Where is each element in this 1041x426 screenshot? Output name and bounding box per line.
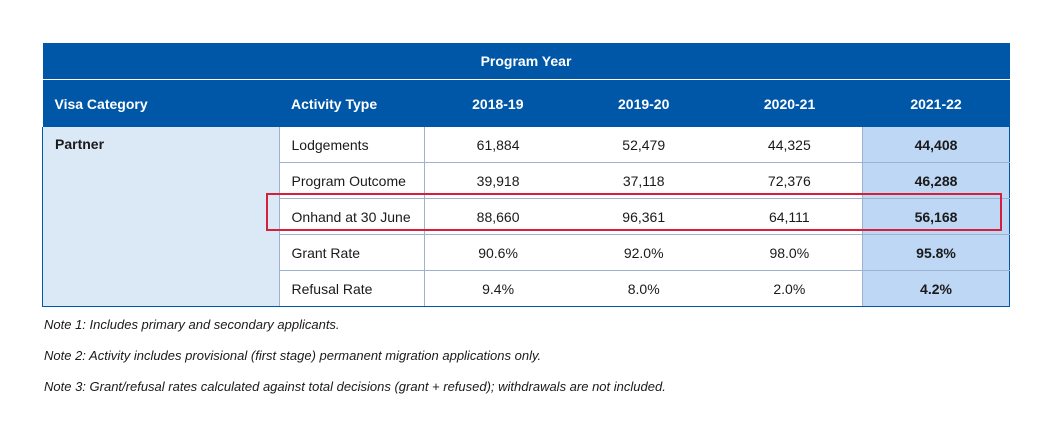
table-row-refusal-rate: Refusal Rate 9.4% 8.0% 2.0% 4.2% (43, 270, 1010, 307)
value-cell: 72,376 (716, 162, 863, 199)
table-row-onhand: Onhand at 30 June 88,660 96,361 64,111 5… (43, 198, 1010, 235)
value-cell: 92.0% (570, 234, 717, 271)
note-1: Note 1: Includes primary and secondary a… (44, 317, 340, 332)
program-year-table: Program Year Visa Category Activity Type… (42, 43, 1010, 307)
program-year-table-container: Program Year Visa Category Activity Type… (42, 43, 1010, 307)
activity-cell: Grant Rate (279, 234, 426, 271)
value-cell: 37,118 (570, 162, 717, 199)
value-cell: 39,918 (424, 162, 571, 199)
highlighted-value-cell: 44,408 (862, 127, 1010, 163)
group-header-row: Program Year (42, 43, 1010, 80)
value-cell: 8.0% (570, 270, 717, 307)
column-header-visa-category: Visa Category (42, 79, 280, 127)
value-cell: 61,884 (424, 127, 571, 163)
value-cell: 52,479 (570, 127, 717, 163)
value-cell: 88,660 (424, 198, 571, 235)
value-cell: 9.4% (424, 270, 571, 307)
highlighted-value-cell: 56,168 (862, 198, 1010, 235)
highlighted-value-cell: 4.2% (862, 270, 1010, 307)
value-cell: 96,361 (570, 198, 717, 235)
activity-cell: Refusal Rate (279, 270, 426, 307)
value-cell: 44,325 (716, 127, 863, 163)
value-cell: 90.6% (424, 234, 571, 271)
note-2: Note 2: Activity includes provisional (f… (44, 348, 542, 363)
column-header-2021-22: 2021-22 (862, 79, 1010, 127)
column-header-row: Visa Category Activity Type 2018-19 2019… (42, 79, 1010, 127)
activity-cell: Lodgements (279, 127, 426, 163)
value-cell: 2.0% (716, 270, 863, 307)
table-row-program-outcome: Program Outcome 39,918 37,118 72,376 46,… (43, 162, 1010, 199)
column-header-2019-20: 2019-20 (570, 79, 717, 127)
highlighted-value-cell: 95.8% (862, 234, 1010, 271)
note-3: Note 3: Grant/refusal rates calculated a… (44, 379, 666, 394)
highlighted-value-cell: 46,288 (862, 162, 1010, 199)
visa-category-cell: Partner (42, 127, 280, 307)
activity-cell: Onhand at 30 June (279, 198, 426, 235)
value-cell: 98.0% (716, 234, 863, 271)
group-header-program-year: Program Year (42, 43, 1010, 80)
column-header-2018-19: 2018-19 (424, 79, 571, 127)
table-row-lodgements: Partner Lodgements 61,884 52,479 44,325 … (42, 127, 1010, 307)
column-header-activity-type: Activity Type (279, 79, 425, 127)
table-notes: Note 1: Includes primary and secondary a… (44, 317, 666, 410)
value-cell: 64,111 (716, 198, 863, 235)
column-header-2020-21: 2020-21 (716, 79, 863, 127)
activity-cell: Program Outcome (279, 162, 426, 199)
table-row-grant-rate: Grant Rate 90.6% 92.0% 98.0% 95.8% (43, 234, 1010, 271)
